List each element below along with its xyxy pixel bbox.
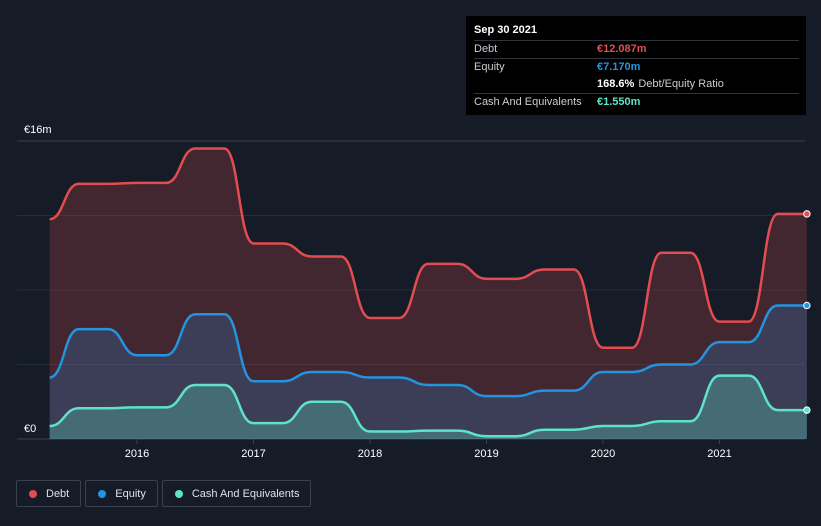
line-cash — [49, 374, 807, 438]
tooltip-debt-label: Debt — [474, 43, 498, 55]
tooltip-date: Sep 30 2021 — [474, 24, 537, 36]
legend-equity-label: Equity — [115, 487, 146, 500]
x-tick-label-2021: 2021 — [707, 448, 731, 460]
legend: Debt Equity Cash And Equivalents — [16, 480, 315, 507]
legend-item-debt[interactable]: Debt — [16, 480, 82, 507]
y-tick-label-max: €16m — [24, 124, 52, 136]
y-tick-label-min: €0 — [24, 423, 36, 435]
legend-cash-dot-icon — [174, 489, 183, 498]
tooltip-debt-value: €12.087m — [597, 43, 647, 55]
end-point-equity[interactable] — [803, 301, 811, 310]
tooltip-debt-row: Debt €12.087m — [474, 40, 799, 58]
x-tick-label-2020: 2020 — [591, 448, 615, 460]
legend-equity-dot-icon — [98, 489, 107, 498]
x-tick-label-2018: 2018 — [358, 448, 382, 460]
x-tick-label-2019: 2019 — [474, 448, 498, 460]
tooltip-equity-row: Equity €7.170m — [474, 58, 799, 76]
legend-item-equity[interactable]: Equity — [85, 480, 158, 507]
tooltip-ratio-label: Debt/Equity Ratio — [638, 78, 724, 90]
line-debt — [49, 147, 807, 349]
x-tick-label-2016: 2016 — [125, 448, 149, 460]
tooltip-ratio-value: 168.6% — [597, 78, 635, 90]
x-tick-label-2017: 2017 — [241, 448, 265, 460]
legend-debt-label: Debt — [46, 487, 70, 500]
legend-debt-dot-icon — [29, 489, 37, 498]
tooltip-ratio-row: 168.6% Debt/Equity Ratio — [474, 76, 799, 93]
legend-item-cash[interactable]: Cash And Equivalents — [161, 480, 312, 507]
line-equity — [49, 304, 807, 398]
tooltip-equity-value: €7.170m — [597, 61, 641, 73]
legend-cash-label: Cash And Equivalents — [191, 487, 300, 500]
tooltip-panel: Sep 30 2021 Debt €12.087m Equity €7.170m… — [466, 16, 806, 115]
area-debt — [49, 148, 807, 439]
tooltip-cash-row: Cash And Equivalents €1.550m — [474, 93, 799, 111]
area-cash — [49, 375, 807, 439]
end-point-cash[interactable] — [803, 406, 811, 414]
tooltip-cash-label: Cash And Equivalents — [474, 96, 582, 108]
end-point-debt[interactable] — [803, 210, 811, 218]
tooltip-cash-value: €1.550m — [597, 96, 641, 108]
tooltip-equity-label: Equity — [474, 61, 505, 73]
